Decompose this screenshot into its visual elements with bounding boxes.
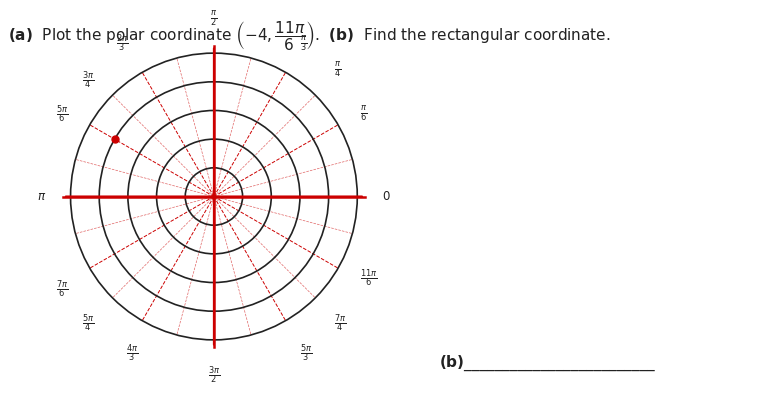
Text: $\frac{7\pi}{6}$: $\frac{7\pi}{6}$ [56, 279, 68, 300]
Text: $\frac{2\pi}{3}$: $\frac{2\pi}{3}$ [116, 33, 128, 54]
Text: $\frac{\pi}{2}$: $\frac{\pi}{2}$ [210, 9, 218, 29]
Text: $\frac{\pi}{3}$: $\frac{\pi}{3}$ [299, 35, 307, 54]
Text: $\frac{11\pi}{6}$: $\frac{11\pi}{6}$ [360, 268, 377, 289]
Text: $\frac{4\pi}{3}$: $\frac{4\pi}{3}$ [126, 342, 138, 364]
Text: $\frac{3\pi}{2}$: $\frac{3\pi}{2}$ [208, 364, 220, 386]
Text: $\frac{\pi}{6}$: $\frac{\pi}{6}$ [360, 105, 367, 124]
Text: $\bf{(b)}$_________________________: $\bf{(b)}$_________________________ [439, 354, 657, 373]
Text: $\frac{5\pi}{4}$: $\frac{5\pi}{4}$ [82, 312, 94, 334]
Text: $\frac{\pi}{4}$: $\frac{\pi}{4}$ [334, 61, 341, 81]
Text: $\frac{5\pi}{3}$: $\frac{5\pi}{3}$ [299, 342, 312, 364]
Text: $\bf{(a)}$  Plot the polar coordinate $\left(-4,\dfrac{11\pi}{6}\right)$.  $\bf{: $\bf{(a)}$ Plot the polar coordinate $\l… [8, 19, 610, 52]
Text: $\frac{5\pi}{6}$: $\frac{5\pi}{6}$ [56, 104, 68, 125]
Text: $\pi$: $\pi$ [37, 190, 46, 203]
Text: $0$: $0$ [382, 190, 390, 203]
Text: $\frac{7\pi}{4}$: $\frac{7\pi}{4}$ [334, 312, 346, 334]
Text: $\frac{3\pi}{4}$: $\frac{3\pi}{4}$ [82, 70, 94, 91]
